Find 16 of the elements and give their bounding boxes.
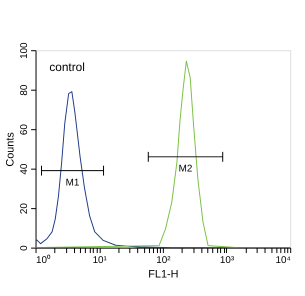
x-axis-title: FL1-H: [148, 268, 178, 281]
x-tick-label: 10¹: [92, 254, 108, 266]
series-label: M1: [66, 177, 80, 188]
y-tick-label: 80: [19, 84, 30, 96]
annotation: control: [49, 60, 85, 74]
y-tick-label: 0: [19, 244, 30, 251]
series-label: M2: [178, 164, 192, 175]
y-tick-label: 20: [19, 202, 30, 214]
x-tick-label: 10³: [220, 254, 235, 266]
y-tick-label: 40: [19, 163, 30, 175]
x-tick-label: 10⁰: [36, 254, 51, 266]
x-tick-label: 10²: [156, 254, 172, 266]
x-tick-label: 10⁴: [275, 254, 291, 266]
y-tick-label: 100: [19, 42, 30, 59]
y-axis-title: Counts: [4, 132, 16, 167]
y-tick-label: 60: [19, 124, 30, 136]
